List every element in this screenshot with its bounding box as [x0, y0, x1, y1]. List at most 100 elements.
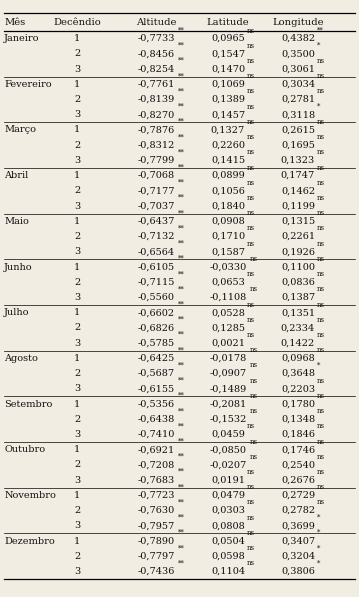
Text: ns: ns [247, 26, 255, 35]
Text: ns: ns [247, 194, 255, 202]
Text: 1: 1 [74, 308, 80, 317]
Text: **: ** [178, 209, 185, 217]
Text: ns: ns [317, 407, 325, 415]
Text: 2: 2 [74, 186, 80, 195]
Text: 0,3648: 0,3648 [281, 369, 315, 378]
Text: **: ** [178, 422, 185, 430]
Text: -0,6425: -0,6425 [137, 354, 175, 363]
Text: 2: 2 [74, 324, 80, 333]
Text: 1: 1 [74, 171, 80, 180]
Text: -0,2081: -0,2081 [209, 399, 247, 408]
Text: **: ** [178, 392, 185, 400]
Text: 0,3500: 0,3500 [281, 50, 315, 59]
Text: Agosto: Agosto [4, 354, 38, 363]
Text: ns: ns [317, 239, 325, 248]
Text: *: * [317, 559, 321, 567]
Text: 2: 2 [74, 95, 80, 104]
Text: ns: ns [317, 87, 325, 96]
Text: -0,7177: -0,7177 [137, 186, 175, 195]
Text: 0,0598: 0,0598 [211, 552, 245, 561]
Text: **: ** [178, 72, 185, 80]
Text: Altitude: Altitude [136, 17, 176, 27]
Text: -0,6437: -0,6437 [137, 217, 175, 226]
Text: 0,1199: 0,1199 [281, 202, 315, 211]
Text: 3: 3 [74, 430, 80, 439]
Text: 0,2334: 0,2334 [281, 324, 315, 333]
Text: ns: ns [317, 331, 325, 339]
Text: Outubro: Outubro [4, 445, 46, 454]
Text: 0,1100: 0,1100 [281, 263, 315, 272]
Text: ns: ns [247, 529, 255, 537]
Text: 0,0479: 0,0479 [211, 491, 245, 500]
Text: -0,6564: -0,6564 [137, 247, 175, 256]
Text: 0,1846: 0,1846 [281, 430, 315, 439]
Text: -0,6826: -0,6826 [137, 324, 175, 333]
Text: 1: 1 [74, 80, 80, 89]
Text: 0,1926: 0,1926 [281, 247, 315, 256]
Text: -0,6438: -0,6438 [137, 415, 175, 424]
Text: *: * [317, 529, 321, 537]
Text: 0,1695: 0,1695 [281, 141, 315, 150]
Text: 0,0021: 0,0021 [211, 338, 245, 347]
Text: ns: ns [247, 498, 255, 506]
Text: 3: 3 [74, 202, 80, 211]
Text: ns: ns [317, 224, 325, 232]
Text: 2: 2 [74, 415, 80, 424]
Text: Setembro: Setembro [4, 399, 53, 408]
Text: 0,1470: 0,1470 [211, 64, 245, 73]
Text: Decêndio: Decêndio [53, 17, 101, 27]
Text: 2: 2 [74, 50, 80, 59]
Text: 1: 1 [74, 537, 80, 546]
Text: 2: 2 [74, 278, 80, 287]
Text: 0,0504: 0,0504 [211, 537, 245, 546]
Text: Fevereiro: Fevereiro [4, 80, 52, 89]
Text: 1: 1 [74, 34, 80, 43]
Text: 2: 2 [74, 232, 80, 241]
Text: ns: ns [317, 438, 325, 445]
Text: -0,0178: -0,0178 [209, 354, 247, 363]
Text: **: ** [178, 483, 185, 491]
Text: *: * [317, 103, 321, 110]
Text: ns: ns [247, 148, 255, 156]
Text: -0,7761: -0,7761 [137, 80, 175, 89]
Text: Março: Março [4, 125, 36, 134]
Text: ns: ns [250, 392, 258, 400]
Text: -0,7733: -0,7733 [137, 34, 175, 43]
Text: 0,1285: 0,1285 [211, 324, 245, 333]
Text: 0,0808: 0,0808 [211, 521, 245, 530]
Text: -0,5356: -0,5356 [137, 399, 175, 408]
Text: ns: ns [247, 42, 255, 50]
Text: Longitude: Longitude [272, 17, 324, 27]
Text: -0,7132: -0,7132 [137, 232, 175, 241]
Text: 3: 3 [74, 156, 80, 165]
Text: **: ** [178, 468, 185, 476]
Text: Latitude: Latitude [206, 17, 250, 27]
Text: ns: ns [317, 346, 325, 354]
Text: 3: 3 [74, 110, 80, 119]
Text: 0,1351: 0,1351 [281, 308, 315, 317]
Text: -0,7068: -0,7068 [137, 171, 175, 180]
Text: 3: 3 [74, 293, 80, 302]
Text: **: ** [178, 544, 185, 552]
Text: ns: ns [247, 164, 255, 171]
Text: 0,1422: 0,1422 [281, 338, 315, 347]
Text: **: ** [178, 179, 185, 187]
Text: -0,7683: -0,7683 [137, 476, 175, 485]
Text: ns: ns [247, 239, 255, 248]
Text: ns: ns [317, 164, 325, 171]
Text: **: ** [178, 513, 185, 522]
Text: 1: 1 [74, 399, 80, 408]
Text: ns: ns [247, 224, 255, 232]
Text: -0,7208: -0,7208 [137, 460, 175, 469]
Text: -0,5687: -0,5687 [137, 369, 175, 378]
Text: **: ** [178, 377, 185, 384]
Text: 0,1747: 0,1747 [281, 171, 315, 180]
Text: 2: 2 [74, 369, 80, 378]
Text: -0,7799: -0,7799 [137, 156, 175, 165]
Text: ns: ns [317, 270, 325, 278]
Text: ns: ns [317, 285, 325, 293]
Text: ns: ns [247, 544, 255, 552]
Text: 0,0899: 0,0899 [211, 171, 245, 180]
Text: -0,7115: -0,7115 [137, 278, 175, 287]
Text: 3: 3 [74, 64, 80, 73]
